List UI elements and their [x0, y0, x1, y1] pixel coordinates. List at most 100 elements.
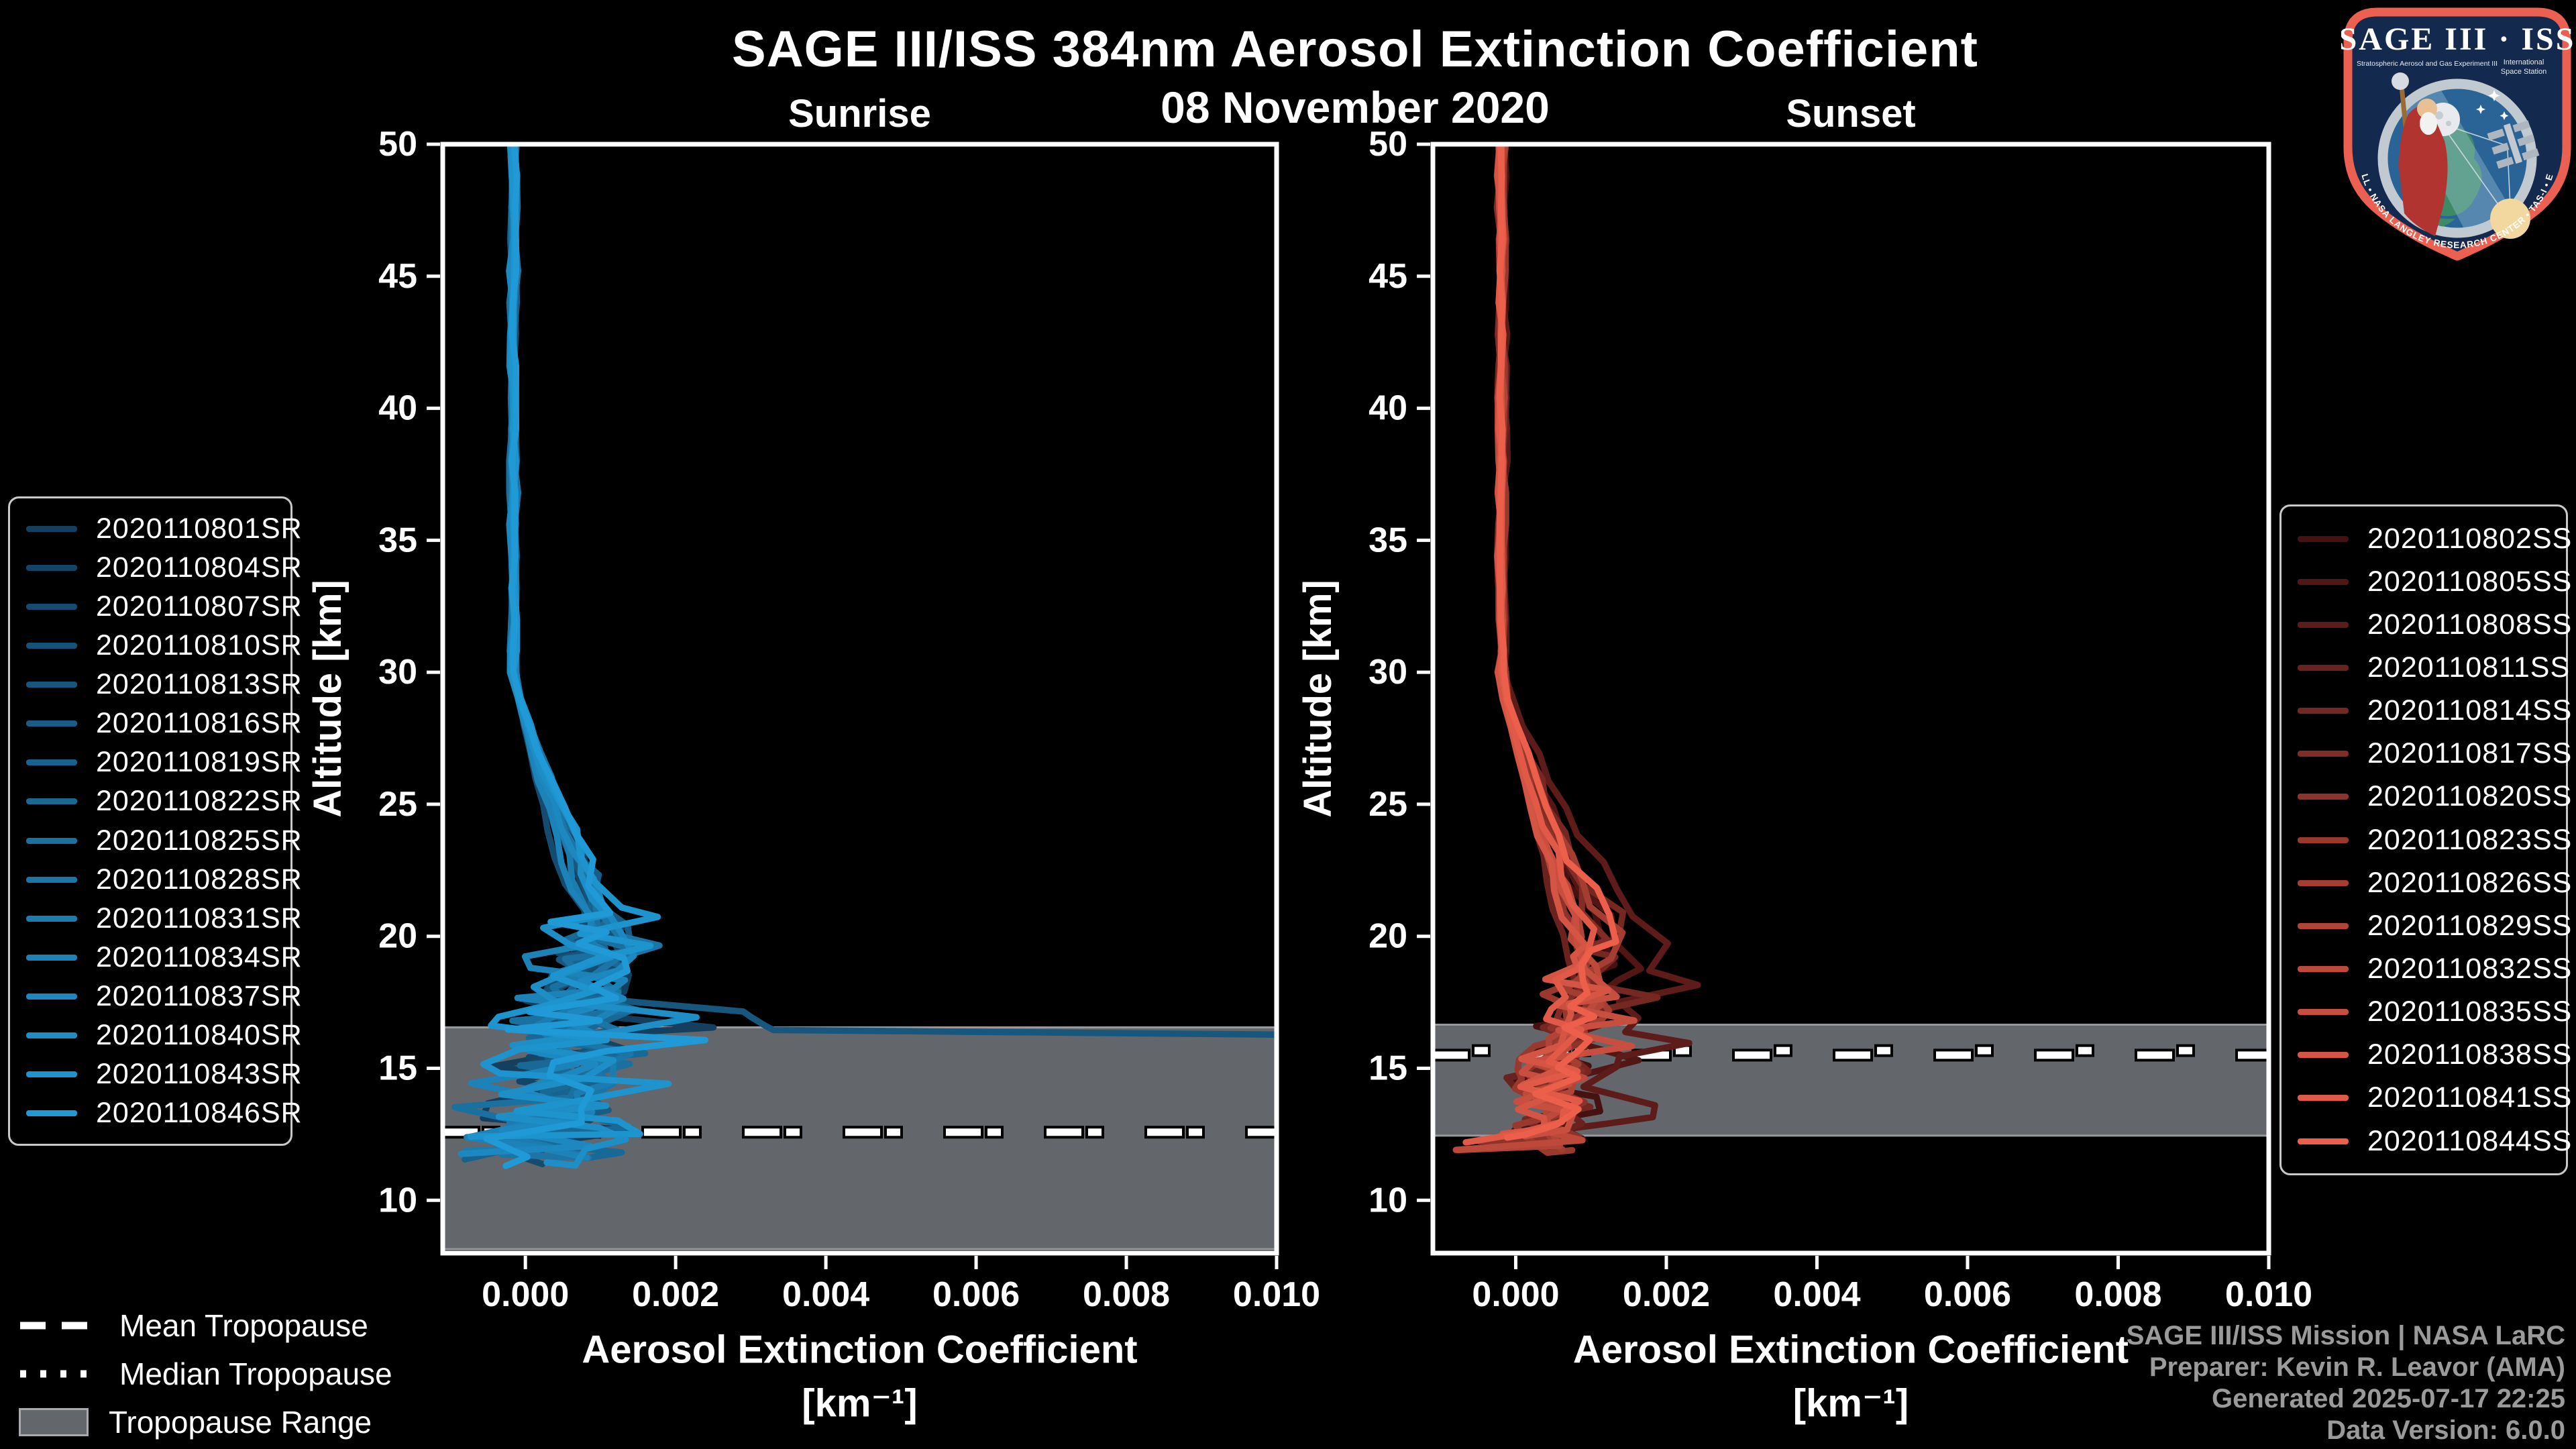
series-line-icon	[2298, 621, 2349, 628]
series-line-icon	[2298, 794, 2349, 800]
legend-item: 2020110801SR	[10, 509, 302, 548]
patch-moon-crater	[2446, 121, 2451, 126]
series-label: 2020110826SS	[2367, 866, 2573, 899]
mean-tropopause-label: Mean Tropopause	[119, 1308, 368, 1343]
x-tick-label: 0.002	[632, 1275, 719, 1314]
series-label: 2020110831SR	[96, 902, 303, 934]
series-line-icon	[2298, 578, 2349, 585]
plot-spines	[440, 142, 1279, 1256]
tropopause-legend: Mean Tropopause Median Tropopause Tropop…	[19, 1307, 392, 1441]
series-label: 2020110828SR	[96, 863, 303, 896]
plot-spines	[1430, 142, 2271, 1256]
legend-item: 2020110841SS	[2282, 1077, 2571, 1120]
series-line-icon	[2298, 535, 2349, 542]
legend-item: 2020110835SS	[2282, 991, 2571, 1034]
tropopause-range-label: Tropopause Range	[109, 1405, 372, 1440]
series-label: 2020110840SR	[96, 1019, 303, 1052]
patch-stars	[2476, 90, 2509, 120]
series-line-icon	[26, 994, 77, 1000]
legend-item: 2020110807SR	[10, 587, 302, 626]
series-label: 2020110807SR	[96, 590, 303, 623]
patch-subtitle-international: International	[2504, 58, 2544, 66]
profile-line-2020110813SR	[506, 144, 1277, 1038]
legend-item: 2020110816SR	[10, 704, 302, 743]
series-label: 2020110802SS	[2367, 522, 2573, 555]
y-axis-label: Altitude [km]	[306, 580, 350, 817]
plot-sunrise: 10 15 20 25 30 35 40 45 50 0.000 0.002 0.004 0.006 0.…	[306, 125, 1320, 1426]
series-line-icon	[26, 564, 77, 571]
footer-mission: SAGE III/ISS Mission | NASA LaRC	[2126, 1321, 2565, 1350]
series-line-icon	[2298, 751, 2349, 757]
series-line-icon	[2298, 1009, 2349, 1016]
series-label: 2020110820SS	[2367, 780, 2573, 813]
legend-item: 2020110831SR	[10, 899, 302, 938]
legend-item: 2020110802SS	[2282, 517, 2571, 560]
x-tick-label: 0.006	[932, 1275, 1020, 1314]
y-tick-label: 50	[1368, 125, 1407, 164]
x-tick-label: 0.004	[782, 1275, 869, 1314]
panel-title-sunrise: Sunrise	[788, 92, 931, 136]
page-title: SAGE III/ISS 384nm Aerosol Extinction Co…	[732, 21, 1978, 78]
series-line-icon	[26, 1032, 77, 1039]
y-tick-label: 40	[378, 389, 417, 428]
series-line-icon	[26, 915, 77, 922]
series-label: 2020110838SS	[2367, 1038, 2573, 1071]
y-tick-label: 30	[378, 653, 417, 692]
series-line-icon	[2298, 965, 2349, 972]
legend-item: 2020110834SR	[10, 938, 302, 977]
y-tick-label: 20	[1368, 917, 1407, 956]
series-line-icon	[26, 954, 77, 961]
series-label: 2020110804SR	[96, 551, 303, 584]
date-subtitle: 08 November 2020	[1161, 83, 1550, 132]
legend-item: 2020110843SR	[10, 1055, 302, 1094]
legend-item: 2020110819SR	[10, 743, 302, 782]
y-axis-label: Altitude [km]	[1296, 580, 1340, 817]
series-line-icon	[2298, 1052, 2349, 1059]
patch-beard	[2420, 112, 2437, 135]
series-label: 2020110813SR	[96, 668, 303, 701]
series-line-icon	[2298, 1095, 2349, 1102]
series-label: 2020110843SR	[96, 1058, 303, 1091]
series-line-icon	[2298, 708, 2349, 714]
patch-subtitle-space-station: Space Station	[2501, 68, 2547, 76]
series-line-icon	[26, 642, 77, 649]
patch-sun-icon	[2490, 199, 2530, 239]
patch-moon-crater	[2435, 111, 2443, 119]
y-tick-label: 50	[378, 125, 417, 164]
series-label: 2020110825SR	[96, 824, 303, 857]
series-line-icon	[26, 1110, 77, 1117]
footer-preparer: Preparer: Kevin R. Leavor (AMA)	[2149, 1352, 2565, 1382]
legend-item: 2020110837SR	[10, 977, 302, 1016]
series-line-icon	[26, 603, 77, 610]
patch-subtitle-left: Stratospheric Aerosol and Gas Experiment…	[2357, 60, 2498, 68]
plot-sunset: 10 15 20 25 30 35 40 45 50 0.000 0.002 0.004 0.006 0.…	[1296, 125, 2312, 1426]
mission-patch-icon: SAGE III · ISS Stratospheric Aerosol and…	[2338, 0, 2573, 261]
series-label: 2020110823SS	[2367, 823, 2573, 856]
series-label: 2020110832SS	[2367, 952, 2573, 985]
x-tick-label: 0.010	[1233, 1275, 1320, 1314]
series-line-icon	[26, 798, 77, 805]
series-label: 2020110841SS	[2367, 1081, 2573, 1114]
series-line-icon	[26, 759, 77, 766]
legend-item: 2020110832SS	[2282, 947, 2571, 990]
series-label: 2020110834SR	[96, 941, 303, 973]
series-line-icon	[26, 720, 77, 727]
series-line-icon	[2298, 1138, 2349, 1144]
legend-item: 2020110823SS	[2282, 818, 2571, 861]
profile-line-2020110838SS	[1494, 144, 1612, 1137]
y-tick-label: 45	[1368, 257, 1407, 296]
x-axis-units-label: [km⁻¹]	[802, 1382, 917, 1426]
legend-item: 2020110814SS	[2282, 690, 2571, 733]
legend-item: 2020110825SR	[10, 821, 302, 860]
legend-item: 2020110829SS	[2282, 904, 2571, 947]
mean-tropopause-dashed-icon	[20, 1322, 98, 1330]
legend-item-tropopause-range: Tropopause Range	[19, 1403, 392, 1441]
legend-item: 2020110813SR	[10, 665, 302, 704]
y-tick-label: 45	[378, 257, 417, 296]
series-label: 2020110814SS	[2367, 694, 2573, 727]
x-tick-label: 0.008	[1083, 1275, 1170, 1314]
legend-item: 2020110840SR	[10, 1016, 302, 1055]
series-label: 2020110816SR	[96, 707, 303, 740]
x-tick-label: 0.006	[1924, 1275, 2011, 1314]
x-axis-label: Aerosol Extinction Coefficient	[1573, 1328, 2129, 1372]
